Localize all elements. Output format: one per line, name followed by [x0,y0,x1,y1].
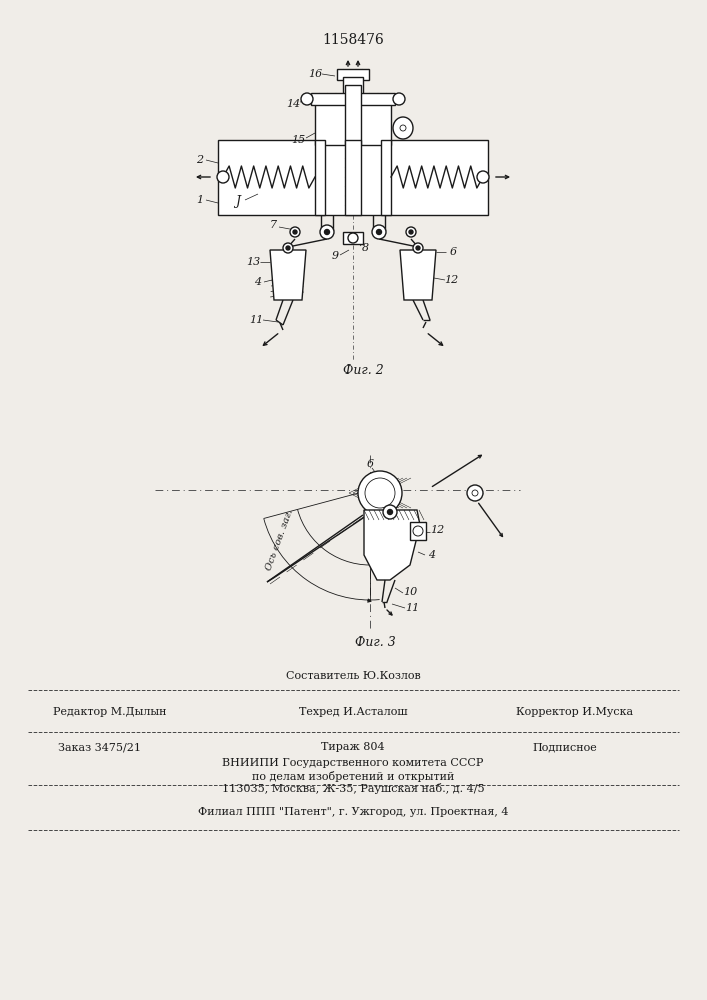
Text: 7: 7 [269,220,276,230]
Text: Заказ 3475/21: Заказ 3475/21 [59,742,141,752]
Text: Техред И.Асталош: Техред И.Асталош [298,707,407,717]
Bar [218,140,488,215]
Text: 11: 11 [249,315,263,325]
Circle shape [377,230,382,234]
Text: 1158476: 1158476 [322,33,384,47]
Text: 12: 12 [444,275,458,285]
Text: ВНИИПИ Государственного комитета СССР: ВНИИПИ Государственного комитета СССР [222,758,484,768]
Circle shape [413,243,423,253]
Circle shape [320,225,334,239]
Circle shape [358,471,402,515]
Circle shape [348,233,358,243]
Text: 6: 6 [366,459,373,469]
Circle shape [393,93,405,105]
Text: Филиал ППП "Патент", г. Ужгород, ул. Проектная, 4: Филиал ППП "Патент", г. Ужгород, ул. Про… [198,807,508,817]
Polygon shape [400,250,436,300]
Circle shape [372,225,386,239]
Text: Ось сов. заг.: Ось сов. заг. [264,508,296,572]
Circle shape [365,478,395,508]
Circle shape [301,93,313,105]
Bar [381,140,391,215]
Text: Фиг. 3: Фиг. 3 [355,636,395,648]
Bar [343,232,363,244]
Circle shape [286,246,290,250]
Polygon shape [364,510,420,580]
Circle shape [477,171,489,183]
Text: 13: 13 [246,257,260,267]
Text: Подписное: Подписное [532,742,597,752]
Text: 11: 11 [405,603,419,613]
Bar [337,69,369,80]
Bar [345,140,361,215]
Circle shape [467,485,483,501]
Text: Фиг. 2: Фиг. 2 [343,363,383,376]
Circle shape [387,510,392,514]
Bar [315,102,391,145]
Circle shape [383,505,397,519]
Text: 8: 8 [361,243,368,253]
Text: 9: 9 [332,251,339,261]
Circle shape [283,243,293,253]
Text: 16: 16 [308,69,322,79]
Text: 15: 15 [291,135,305,145]
Circle shape [325,230,329,234]
Ellipse shape [393,117,413,139]
Circle shape [293,230,297,234]
Text: 6: 6 [450,247,457,257]
Circle shape [290,227,300,237]
Circle shape [217,171,229,183]
Bar [410,522,426,540]
Text: 4: 4 [255,277,262,287]
Text: J: J [235,196,240,209]
Text: 1: 1 [197,195,204,205]
Text: 14: 14 [286,99,300,109]
Text: 12: 12 [430,525,444,535]
Text: по делам изобретений и открытий: по делам изобретений и открытий [252,770,454,782]
Bar [315,140,325,215]
Polygon shape [270,250,306,300]
Circle shape [406,227,416,237]
Circle shape [416,246,420,250]
Text: Редактор М.Дылын: Редактор М.Дылын [53,707,167,717]
Text: Корректор И.Муска: Корректор И.Муска [516,707,633,717]
Bar [311,93,395,105]
Text: Тираж 804: Тираж 804 [321,742,385,752]
Text: Составитель Ю.Козлов: Составитель Ю.Козлов [286,671,421,681]
Text: 2: 2 [197,155,204,165]
Text: 10: 10 [403,587,417,597]
Text: 113035, Москва, Ж-35, Раушская наб., д. 4/5: 113035, Москва, Ж-35, Раушская наб., д. … [222,784,484,794]
Bar [345,85,361,145]
Circle shape [409,230,413,234]
Text: 4: 4 [428,550,436,560]
Bar [343,77,363,95]
